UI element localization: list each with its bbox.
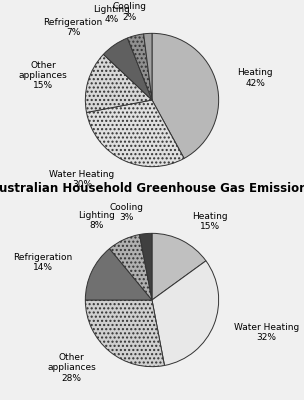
Wedge shape bbox=[152, 261, 219, 366]
Text: Water Heating
30%: Water Heating 30% bbox=[49, 170, 115, 189]
Wedge shape bbox=[140, 233, 152, 300]
Text: Cooling
2%: Cooling 2% bbox=[112, 2, 147, 22]
Text: Other
appliances
15%: Other appliances 15% bbox=[19, 60, 67, 90]
Text: Lighting
4%: Lighting 4% bbox=[93, 5, 130, 24]
Wedge shape bbox=[103, 38, 152, 100]
Wedge shape bbox=[152, 33, 219, 158]
Text: Other
appliances
28%: Other appliances 28% bbox=[47, 353, 96, 383]
Wedge shape bbox=[85, 300, 164, 367]
Wedge shape bbox=[144, 33, 152, 100]
Wedge shape bbox=[87, 100, 184, 167]
Text: Heating
42%: Heating 42% bbox=[237, 68, 273, 88]
Wedge shape bbox=[85, 54, 152, 112]
Text: Refrigeration
14%: Refrigeration 14% bbox=[13, 253, 72, 272]
Text: Water Heating
32%: Water Heating 32% bbox=[234, 323, 299, 342]
Text: Cooling
3%: Cooling 3% bbox=[110, 203, 144, 222]
Wedge shape bbox=[85, 249, 152, 300]
Wedge shape bbox=[127, 34, 152, 100]
Text: Heating
15%: Heating 15% bbox=[192, 212, 228, 231]
Wedge shape bbox=[109, 234, 152, 300]
Text: Lighting
8%: Lighting 8% bbox=[78, 211, 115, 230]
Wedge shape bbox=[152, 233, 206, 300]
Text: Refrigeration
7%: Refrigeration 7% bbox=[43, 18, 102, 37]
Title: Australian Household Greenhouse Gas Emissions: Australian Household Greenhouse Gas Emis… bbox=[0, 182, 304, 195]
